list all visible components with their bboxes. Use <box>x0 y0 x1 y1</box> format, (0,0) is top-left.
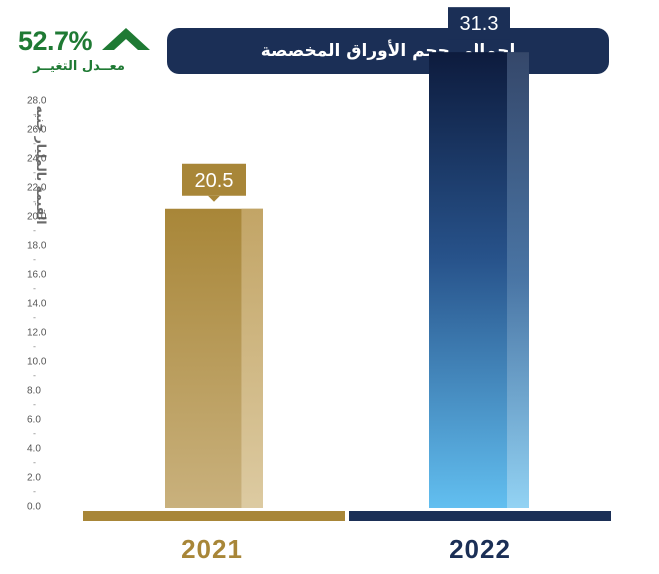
change-rate-label: معــدل التغيــر <box>33 59 125 74</box>
y-tick-label: 0.0 <box>27 502 41 513</box>
value-callout-pointer <box>208 195 220 202</box>
y-tick-label: 2.0 <box>27 473 41 484</box>
y-minor-tick: - <box>33 226 36 236</box>
y-tick-label: 24.0 <box>27 154 47 165</box>
y-minor-tick: - <box>33 487 36 497</box>
y-tick-label: 18.0 <box>27 241 47 252</box>
y-minor-tick: - <box>33 313 36 323</box>
x-tick-label-2022: 2022 <box>449 534 511 564</box>
change-rate-value: 52.7% <box>18 26 93 56</box>
y-minor-tick: - <box>33 400 36 410</box>
y-minor-tick: - <box>33 168 36 178</box>
y-minor-tick: - <box>33 429 36 439</box>
y-minor-tick: - <box>33 255 36 265</box>
y-tick-label: 28.0 <box>27 96 47 107</box>
up-arrow-icon <box>102 28 150 50</box>
y-tick-label: 8.0 <box>27 386 41 397</box>
y-minor-tick: - <box>33 197 36 207</box>
y-tick-label: 6.0 <box>27 415 41 426</box>
baseline-2022 <box>349 511 611 521</box>
y-minor-tick: - <box>33 342 36 352</box>
y-tick-label: 4.0 <box>27 444 41 455</box>
y-tick-label: 16.0 <box>27 270 47 281</box>
y-minor-tick: - <box>33 458 36 468</box>
y-tick-label: 12.0 <box>27 328 47 339</box>
y-tick-label: 10.0 <box>27 357 47 368</box>
y-minor-tick: - <box>33 110 36 120</box>
baseline-2021 <box>83 511 345 521</box>
y-tick-label: 26.0 <box>27 125 47 136</box>
x-tick-label-2021: 2021 <box>181 534 243 564</box>
data-label-2022: 31.3 <box>460 13 499 35</box>
y-minor-tick: - <box>33 284 36 294</box>
data-label-2021: 20.5 <box>195 170 234 192</box>
value-callout-box <box>448 7 510 40</box>
y-tick-label: 20.0 <box>27 212 47 223</box>
bar-highlight <box>241 208 263 508</box>
y-tick-label: 22.0 <box>27 183 47 194</box>
y-minor-tick: - <box>33 139 36 149</box>
bar-highlight <box>507 52 529 509</box>
y-minor-tick: - <box>33 371 36 381</box>
value-callout-pointer <box>473 39 485 46</box>
y-tick-label: 14.0 <box>27 299 47 310</box>
value-callout-box <box>182 163 246 196</box>
